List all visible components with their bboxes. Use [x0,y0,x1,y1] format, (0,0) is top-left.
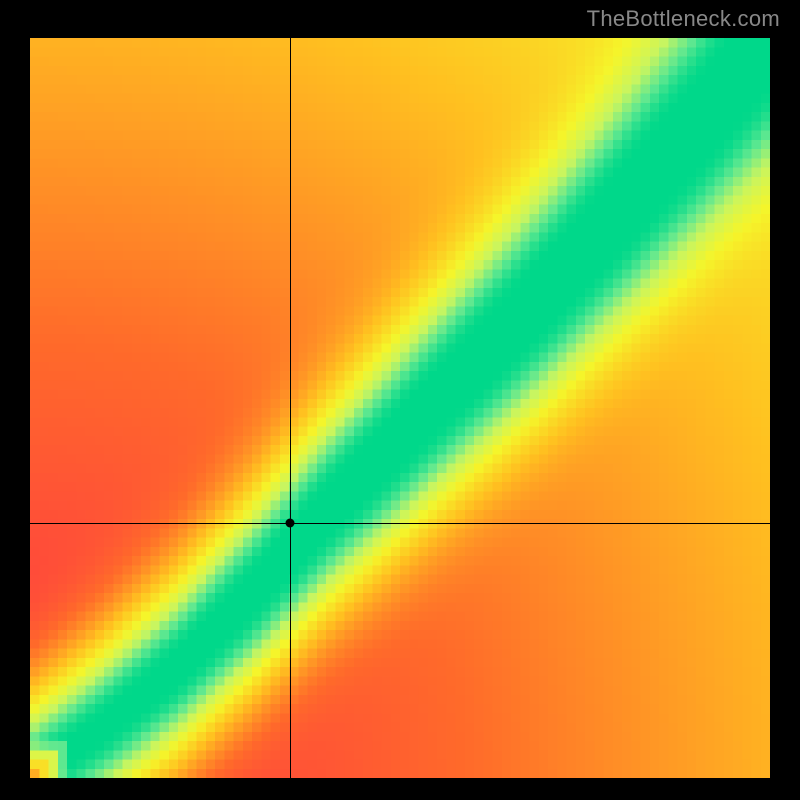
heatmap-canvas [30,38,770,778]
crosshair-vertical [290,38,291,778]
figure-container: TheBottleneck.com [0,0,800,800]
marker-dot [286,518,295,527]
crosshair-horizontal [30,523,770,524]
watermark-text: TheBottleneck.com [587,6,780,32]
heatmap-plot [30,38,770,778]
